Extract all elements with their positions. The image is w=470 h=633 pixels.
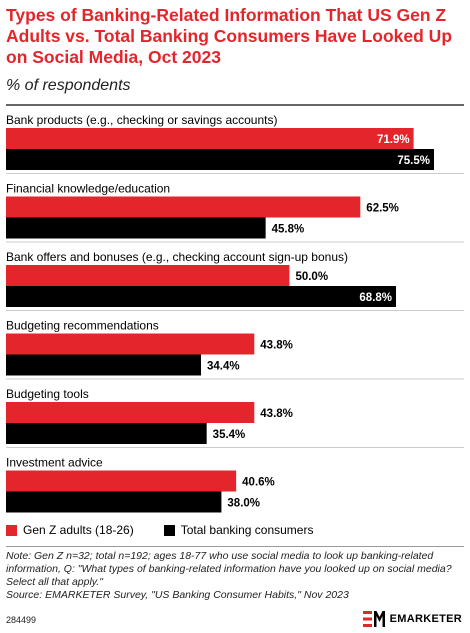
bar-total xyxy=(6,286,397,307)
data-label: 34.4% xyxy=(207,361,240,373)
chart-legend: Gen Z adults (18-26) Total banking consu… xyxy=(6,522,343,538)
header-divider xyxy=(6,104,464,106)
bar-total xyxy=(6,423,207,444)
legend-label-gen-z: Gen Z adults (18-26) xyxy=(23,523,134,537)
footer-divider xyxy=(6,546,464,547)
data-label: 71.9% xyxy=(377,134,410,146)
emarketer-logo: EMARKETER xyxy=(362,611,462,627)
bar-total xyxy=(6,354,202,376)
legend-label-total: Total banking consumers xyxy=(180,523,314,537)
chart-title: Types of Banking-Related Information Tha… xyxy=(6,5,453,67)
category-label: Budgeting recommendations xyxy=(6,319,159,333)
source-text: Source: EMARKETER Survey, "US Banking Co… xyxy=(6,589,349,601)
bar-total xyxy=(6,149,434,170)
bar-gen-z xyxy=(6,196,361,218)
bar-total xyxy=(6,491,222,513)
em-logo-icon xyxy=(362,611,385,627)
legend-swatch-gen-z xyxy=(6,524,17,536)
data-label: 40.6% xyxy=(242,477,275,489)
category-label: Financial knowledge/education xyxy=(6,182,170,196)
legend-item-gen-z: Gen Z adults (18-26) xyxy=(6,523,134,537)
bar-gen-z xyxy=(6,265,290,286)
data-label: 75.5% xyxy=(397,155,430,167)
logo-text: EMARKETER xyxy=(389,613,462,625)
data-label: 38.0% xyxy=(227,498,260,510)
bar-gen-z xyxy=(6,128,414,149)
category-label: Investment advice xyxy=(6,456,103,470)
data-label: 45.8% xyxy=(272,224,305,236)
bar-gen-z xyxy=(6,470,237,492)
category-label: Bank products (e.g., checking or savings… xyxy=(6,113,277,127)
bar-chart: Bank products (e.g., checking or savings… xyxy=(6,113,464,513)
data-label: 62.5% xyxy=(366,203,399,215)
category-label: Bank offers and bonuses (e.g., checking … xyxy=(6,250,348,264)
data-label: 43.8% xyxy=(260,408,293,420)
note-text: Note: Gen Z n=32; total n=192; ages 18-7… xyxy=(6,550,452,588)
bar-total xyxy=(6,217,266,239)
data-label: 35.4% xyxy=(213,429,246,441)
bar-gen-z xyxy=(6,402,255,423)
legend-swatch-total xyxy=(163,524,175,536)
bar-gen-z xyxy=(6,333,255,355)
chart-subtitle: % of respondents xyxy=(6,77,131,94)
data-label: 43.8% xyxy=(260,340,293,352)
data-label: 50.0% xyxy=(295,271,328,283)
data-label: 68.8% xyxy=(359,292,392,304)
legend-item-total: Total banking consumers xyxy=(163,523,314,537)
category-label: Budgeting tools xyxy=(6,387,89,401)
chart-note: Note: Gen Z n=32; total n=192; ages 18-7… xyxy=(6,550,464,602)
chart-id: 284499 xyxy=(6,615,37,625)
